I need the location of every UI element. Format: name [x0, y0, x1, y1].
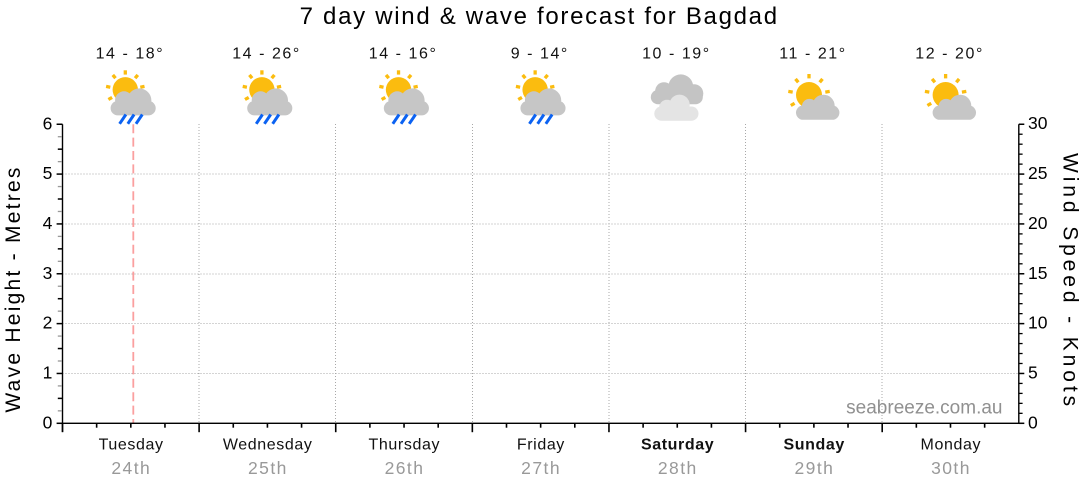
- svg-text:30: 30: [1028, 113, 1048, 133]
- svg-text:0: 0: [43, 412, 53, 432]
- svg-text:10: 10: [1028, 313, 1048, 333]
- svg-text:Tuesday: Tuesday: [99, 437, 164, 454]
- svg-text:0: 0: [1028, 412, 1038, 432]
- svg-text:25: 25: [1028, 163, 1047, 183]
- svg-text:5: 5: [43, 163, 53, 183]
- svg-text:3: 3: [43, 263, 53, 283]
- svg-text:9 - 14°: 9 - 14°: [511, 45, 569, 62]
- svg-text:29th: 29th: [794, 458, 834, 478]
- svg-text:Wave Height - Metres: Wave Height - Metres: [2, 165, 25, 412]
- svg-text:14 - 26°: 14 - 26°: [232, 45, 301, 62]
- svg-text:Wind Speed - Knots: Wind Speed - Knots: [1059, 153, 1080, 410]
- svg-text:14 - 16°: 14 - 16°: [369, 45, 438, 62]
- svg-text:26th: 26th: [385, 458, 425, 478]
- svg-text:4: 4: [43, 213, 53, 233]
- svg-text:28th: 28th: [658, 458, 698, 478]
- svg-text:5: 5: [1028, 363, 1038, 383]
- svg-text:Saturday: Saturday: [641, 437, 714, 454]
- svg-text:Wednesday: Wednesday: [223, 437, 313, 454]
- svg-text:20: 20: [1028, 213, 1048, 233]
- svg-text:27th: 27th: [521, 458, 561, 478]
- svg-text:Friday: Friday: [517, 437, 565, 454]
- svg-text:15: 15: [1028, 263, 1047, 283]
- svg-text:Monday: Monday: [921, 437, 982, 454]
- svg-text:12 - 20°: 12 - 20°: [915, 45, 984, 62]
- svg-text:seabreeze.com.au: seabreeze.com.au: [846, 397, 1002, 418]
- svg-text:14 - 18°: 14 - 18°: [96, 45, 165, 62]
- svg-text:25th: 25th: [248, 458, 288, 478]
- svg-text:Sunday: Sunday: [784, 437, 845, 454]
- svg-text:10 - 19°: 10 - 19°: [642, 45, 711, 62]
- svg-text:30th: 30th: [931, 458, 971, 478]
- svg-text:24th: 24th: [111, 458, 151, 478]
- svg-text:11 - 21°: 11 - 21°: [779, 45, 846, 62]
- svg-text:7 day wind & wave forecast for: 7 day wind & wave forecast for Bagdad: [300, 3, 779, 30]
- svg-text:2: 2: [43, 313, 53, 333]
- svg-text:Thursday: Thursday: [369, 437, 441, 454]
- svg-text:1: 1: [43, 363, 53, 383]
- svg-text:6: 6: [43, 113, 53, 133]
